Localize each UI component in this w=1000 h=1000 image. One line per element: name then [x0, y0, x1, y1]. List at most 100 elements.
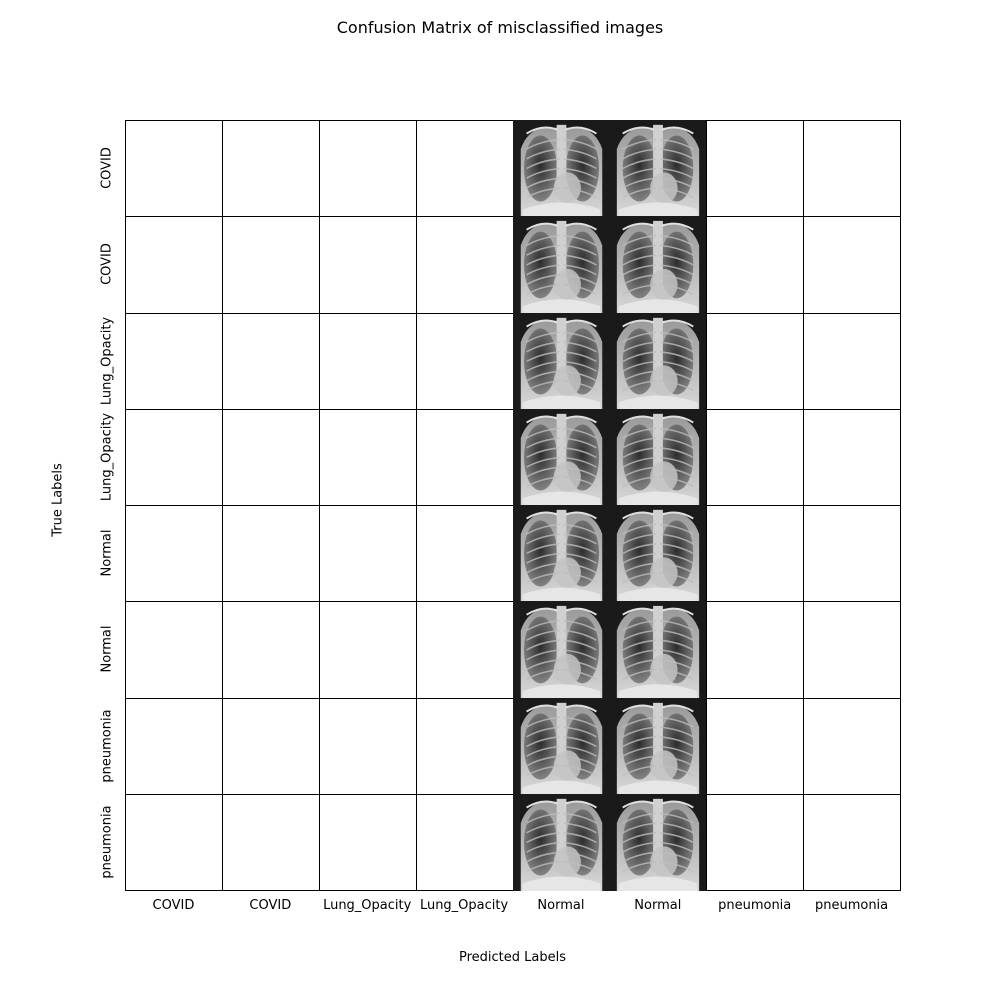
matrix-cell: [706, 601, 804, 699]
xray-image-cell: [513, 216, 610, 314]
y-tick-label: Lung_Opacity: [99, 316, 115, 405]
matrix-cell: [706, 409, 804, 506]
xray-image-cell: [513, 794, 610, 891]
matrix-cell: [803, 216, 901, 314]
xray-image-cell: [609, 313, 707, 410]
xray-image-cell: [609, 698, 707, 795]
chest-xray-image: [609, 216, 707, 314]
xray-image-cell: [609, 409, 707, 506]
y-tick-label: Normal: [99, 529, 115, 577]
matrix-cell: [416, 313, 514, 410]
chest-xray-image: [513, 216, 610, 314]
x-tick-label: pneumonia: [718, 898, 792, 913]
xray-image-cell: [513, 505, 610, 602]
matrix-cell: [222, 601, 320, 699]
chest-xray-image: [609, 698, 707, 795]
matrix-cell: [416, 505, 514, 602]
matrix-cell: [319, 505, 417, 602]
matrix-cell: [222, 505, 320, 602]
matrix-cell: [803, 505, 901, 602]
y-tick-label: pneumonia: [99, 805, 115, 879]
matrix-cell: [416, 216, 514, 314]
matrix-cell: [222, 313, 320, 410]
matrix-cell: [706, 120, 804, 217]
chest-xray-image: [513, 409, 610, 506]
matrix-cell: [803, 409, 901, 506]
xray-image-cell: [609, 794, 707, 891]
x-axis-label: Predicted Labels: [458, 950, 566, 965]
y-tick-label: Normal: [99, 625, 115, 673]
matrix-cell: [706, 313, 804, 410]
chest-xray-image: [513, 794, 610, 891]
y-tick-label: COVID: [99, 243, 115, 286]
xray-image-cell: [513, 698, 610, 795]
x-tick-label: Normal: [537, 898, 585, 913]
x-tick-label: COVID: [249, 898, 292, 913]
x-tick-label: COVID: [152, 898, 195, 913]
matrix-cell: [803, 313, 901, 410]
xray-image-cell: [609, 120, 707, 217]
matrix-cell: [416, 698, 514, 795]
chest-xray-image: [609, 505, 707, 602]
chest-xray-image: [513, 601, 610, 699]
matrix-cell: [706, 698, 804, 795]
matrix-cell: [803, 120, 901, 217]
y-tick-label: Lung_Opacity: [99, 412, 115, 501]
chest-xray-image: [609, 794, 707, 891]
matrix-cell: [319, 794, 417, 891]
matrix-cell: [706, 216, 804, 314]
matrix-cell: [416, 794, 514, 891]
matrix-cell: [125, 794, 223, 891]
matrix-cell: [125, 313, 223, 410]
chest-xray-image: [513, 313, 610, 410]
matrix-cell: [416, 601, 514, 699]
chart-title: Confusion Matrix of misclassified images: [336, 18, 664, 37]
chest-xray-image: [609, 313, 707, 410]
matrix-cell: [706, 505, 804, 602]
x-tick-label: Lung_Opacity: [419, 898, 509, 913]
matrix-cell: [319, 601, 417, 699]
matrix-cell: [222, 120, 320, 217]
matrix-cell: [803, 698, 901, 795]
matrix-cell: [319, 120, 417, 217]
matrix-cell: [416, 120, 514, 217]
chest-xray-image: [513, 505, 610, 602]
x-tick-label: Normal: [634, 898, 682, 913]
y-axis-label: True Labels: [50, 463, 66, 537]
matrix-cell: [319, 698, 417, 795]
xray-image-cell: [513, 120, 610, 217]
matrix-cell: [319, 313, 417, 410]
y-tick-label: pneumonia: [99, 709, 115, 783]
matrix-cell: [125, 505, 223, 602]
matrix-cell: [803, 794, 901, 891]
matrix-cell: [222, 794, 320, 891]
matrix-cell: [222, 409, 320, 506]
xray-image-cell: [513, 409, 610, 506]
matrix-cell: [319, 216, 417, 314]
chest-xray-image: [609, 120, 707, 217]
matrix-cell: [803, 601, 901, 699]
xray-image-cell: [609, 216, 707, 314]
chest-xray-image: [513, 698, 610, 795]
matrix-cell: [125, 409, 223, 506]
xray-image-cell: [609, 505, 707, 602]
matrix-cell: [706, 794, 804, 891]
matrix-cell: [125, 216, 223, 314]
y-tick-label: COVID: [99, 147, 115, 190]
chest-xray-image: [609, 601, 707, 699]
confusion-matrix-grid: [125, 120, 901, 891]
matrix-cell: [222, 216, 320, 314]
matrix-cell: [125, 601, 223, 699]
x-tick-label: pneumonia: [814, 898, 889, 913]
matrix-cell: [125, 120, 223, 217]
chest-xray-image: [609, 409, 707, 506]
xray-image-cell: [609, 601, 707, 699]
xray-image-cell: [513, 601, 610, 699]
xray-image-cell: [513, 313, 610, 410]
x-tick-label: Lung_Opacity: [323, 898, 412, 913]
chest-xray-image: [513, 120, 610, 217]
matrix-cell: [416, 409, 514, 506]
matrix-cell: [125, 698, 223, 795]
matrix-cell: [222, 698, 320, 795]
matrix-cell: [319, 409, 417, 506]
